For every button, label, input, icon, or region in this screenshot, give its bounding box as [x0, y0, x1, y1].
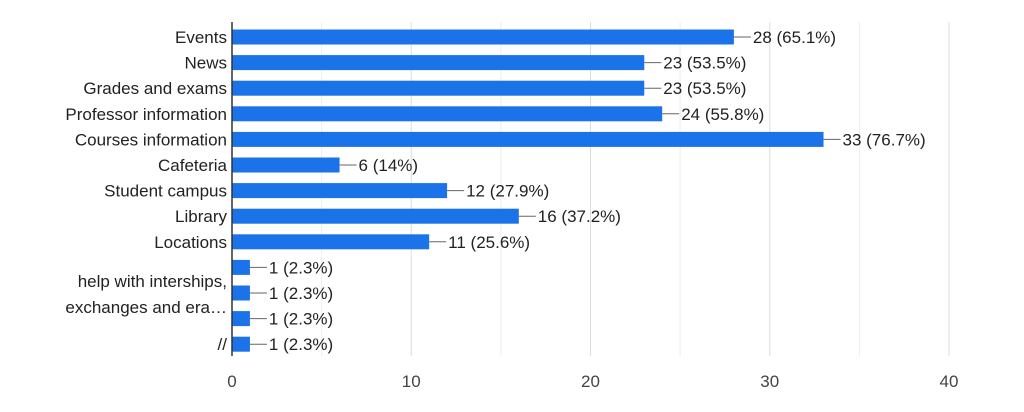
category-label: Events — [175, 28, 227, 47]
data-label: 11 (25.6%) — [448, 233, 530, 252]
data-label: 16 (37.2%) — [538, 207, 621, 226]
bar — [232, 259, 250, 275]
data-label: 28 (65.1%) — [753, 28, 836, 47]
data-label: 12 (27.9%) — [466, 182, 549, 201]
category-label: Cafeteria — [158, 156, 228, 175]
category-label-group: help with interships, — [78, 272, 227, 291]
data-label: 6 (14%) — [359, 156, 419, 175]
data-label: 1 (2.3%) — [269, 284, 333, 303]
category-label: Professor information — [65, 105, 227, 124]
x-tick-label: 0 — [227, 372, 236, 391]
data-label: 1 (2.3%) — [269, 258, 333, 277]
category-label: // — [218, 335, 228, 354]
category-label: Grades and exams — [83, 79, 227, 98]
x-tick-label: 20 — [581, 372, 600, 391]
bar — [232, 311, 250, 327]
data-label: 23 (53.5%) — [663, 54, 746, 73]
category-label: Student campus — [104, 182, 227, 201]
bar — [232, 157, 340, 173]
category-label: Courses information — [75, 130, 227, 149]
bar — [232, 106, 663, 122]
bar — [232, 80, 645, 96]
bar — [232, 336, 250, 352]
bar — [232, 208, 519, 224]
x-tick-label: 30 — [760, 372, 779, 391]
bar — [232, 29, 734, 45]
data-label: 24 (55.8%) — [681, 105, 764, 124]
x-axis-ticks: 0 10 20 30 40 — [227, 372, 958, 391]
labels: 28 (65.1%) Events 23 (53.5%) News 23 (53.5%)… — [65, 28, 925, 354]
category-label: Locations — [154, 233, 227, 252]
data-label: 33 (76.7%) — [843, 130, 926, 149]
bar — [232, 55, 645, 71]
category-label: News — [184, 54, 227, 73]
x-tick-label: 10 — [402, 372, 421, 391]
bar — [232, 131, 824, 147]
bar — [232, 285, 250, 301]
category-label-group: exchanges and era… — [65, 298, 227, 317]
bars — [232, 29, 824, 352]
category-label: Library — [175, 207, 227, 226]
x-tick-label: 40 — [940, 372, 959, 391]
data-label: 23 (53.5%) — [663, 79, 746, 98]
data-label: 1 (2.3%) — [269, 335, 333, 354]
bar — [232, 183, 448, 199]
data-label: 1 (2.3%) — [269, 310, 333, 329]
bar — [232, 234, 430, 250]
